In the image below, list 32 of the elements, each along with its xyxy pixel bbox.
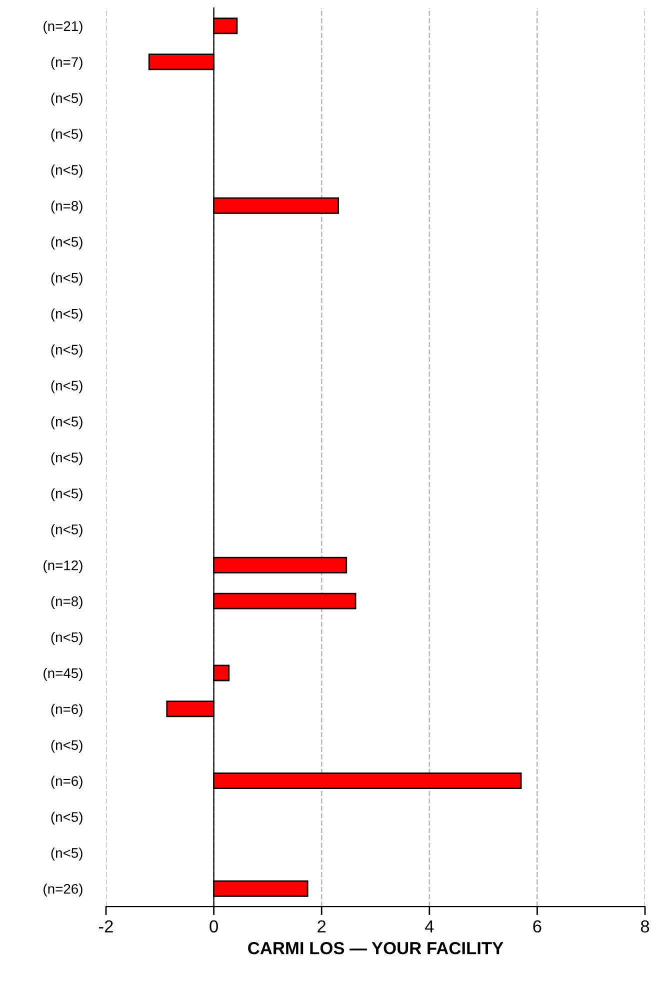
x-tick-label: -2 bbox=[99, 920, 113, 932]
y-tick-label: (n<5) bbox=[51, 344, 82, 358]
y-tick-label: (n=7) bbox=[51, 56, 82, 70]
y-tick-label: (n<5) bbox=[51, 164, 82, 178]
y-tick-label: (n<5) bbox=[51, 632, 82, 645]
x-tick-label: 0 bbox=[210, 920, 218, 933]
y-tick-label: (n=26) bbox=[44, 884, 82, 897]
y-tick-label: (n<5) bbox=[51, 92, 82, 106]
x-tick-label: 8 bbox=[640, 920, 650, 933]
y-tick-label: (n<5) bbox=[51, 452, 82, 466]
y-tick-label: (n<5) bbox=[51, 488, 82, 502]
y-tick-label: (n<5) bbox=[51, 272, 82, 286]
x-tick-label: 4 bbox=[424, 920, 434, 932]
y-tick-label: (n<5) bbox=[51, 236, 82, 250]
y-tick-label: (n<5) bbox=[51, 848, 82, 861]
y-tick-label: (n=6) bbox=[51, 776, 82, 789]
y-tick-label: (n=12) bbox=[44, 560, 82, 574]
y-tick-label: (n<5) bbox=[51, 812, 82, 825]
y-tick-label: (n=8) bbox=[51, 200, 82, 214]
y-tick-label: (n=6) bbox=[51, 704, 82, 717]
x-axis-title: CARMI LOS — YOUR FACILITY bbox=[248, 942, 504, 954]
y-tick-label: (n=8) bbox=[51, 596, 82, 609]
y-tick-label: (n<5) bbox=[51, 380, 82, 394]
x-tick-label: 2 bbox=[318, 920, 326, 932]
y-tick-label: (n=21) bbox=[44, 20, 82, 34]
x-tick-label: 6 bbox=[533, 920, 542, 933]
y-tick-label: (n<5) bbox=[51, 740, 82, 753]
y-tick-label: (n<5) bbox=[51, 308, 82, 322]
y-tick-label: (n<5) bbox=[51, 524, 82, 538]
y-tick-label: (n<5) bbox=[51, 128, 82, 142]
y-tick-label: (n<5) bbox=[51, 416, 82, 430]
y-tick-label: (n=45) bbox=[44, 668, 82, 681]
